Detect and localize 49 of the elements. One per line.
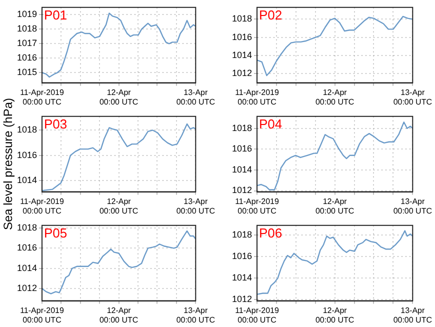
- x-tick-label: 13-Apr 00:00 UTC: [176, 196, 216, 216]
- x-tick-label: 12-Apr 00:00 UTC: [315, 306, 354, 324]
- y-tick-label: 1016: [232, 144, 252, 154]
- y-tick-label: 1018: [232, 14, 252, 24]
- y-tick-label: 1012: [232, 68, 252, 78]
- x-tick-label: 11-Apr-2019 00:00 UTC: [235, 306, 280, 324]
- y-tick-label: 1012: [232, 294, 252, 304]
- x-tick-label: 13-Apr 00:00 UTC: [176, 306, 216, 324]
- y-tick-label: 1014: [16, 174, 37, 185]
- y-tick-label: 1017: [16, 38, 37, 48]
- x-tick-label: 13-Apr 00:00 UTC: [393, 306, 432, 324]
- x-tick-label: 13-Apr 00:00 UTC: [393, 196, 432, 216]
- chart-title: P06: [259, 225, 282, 240]
- y-tick-label: 1012: [16, 283, 37, 294]
- y-tick-label: 1018: [16, 222, 37, 232]
- x-tick-label: 11-Apr-2019 00:00 UTC: [20, 88, 64, 106]
- x-tick-label: 12-Apr 00:00 UTC: [99, 196, 138, 216]
- y-tick-label: 1014: [232, 272, 252, 283]
- chart-title: P01: [44, 7, 68, 22]
- y-tick-label: 1019: [16, 9, 37, 20]
- y-tick-label: 1016: [16, 150, 37, 160]
- x-tick-label: 12-Apr 00:00 UTC: [99, 306, 138, 324]
- y-tick-label: 1018: [16, 24, 37, 34]
- x-tick-label: 13-Apr 00:00 UTC: [393, 88, 432, 106]
- chart-title: P05: [44, 225, 68, 240]
- x-tick-label: 12-Apr 00:00 UTC: [99, 88, 138, 106]
- y-tick-label: 1016: [232, 32, 252, 42]
- x-tick-label: 12-Apr 00:00 UTC: [315, 196, 354, 216]
- y-tick-label: 1015: [16, 67, 37, 78]
- y-tick-label: 1018: [232, 122, 252, 133]
- y-tick-label: 1018: [16, 124, 37, 135]
- x-tick-label: 12-Apr 00:00 UTC: [315, 88, 354, 106]
- y-tick-label: 1016: [232, 251, 252, 262]
- y-tick-label: 1018: [232, 230, 252, 240]
- x-tick-label: 13-Apr 00:00 UTC: [176, 88, 216, 106]
- chart-title: P02: [259, 7, 282, 22]
- y-tick-label: 1014: [232, 164, 252, 174]
- x-tick-label: 11-Apr-2019 00:00 UTC: [20, 306, 64, 324]
- x-tick-label: 11-Apr-2019 00:00 UTC: [235, 88, 280, 106]
- chart-title: P04: [259, 116, 282, 132]
- y-tick-label: 1014: [16, 262, 37, 273]
- chart-title: P03: [44, 116, 68, 132]
- x-tick-label: 11-Apr-2019 00:00 UTC: [235, 196, 280, 216]
- y-tick-label: 1014: [232, 50, 252, 60]
- y-axis-title: Sea level pressure (hPa): [1, 97, 16, 230]
- x-tick-label: 11-Apr-2019 00:00 UTC: [20, 196, 64, 216]
- y-tick-label: 1016: [16, 242, 37, 253]
- y-tick-label: 1012: [232, 185, 252, 196]
- y-tick-label: 1016: [16, 52, 37, 63]
